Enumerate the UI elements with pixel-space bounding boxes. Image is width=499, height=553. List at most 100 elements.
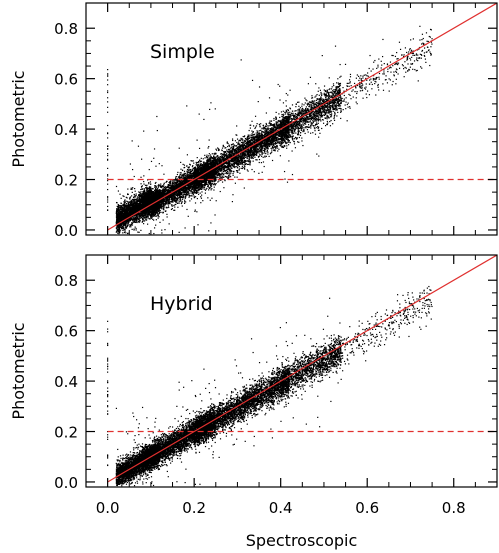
data-point (283, 139, 286, 141)
data-point (122, 195, 124, 197)
data-point (141, 210, 143, 213)
data-point (171, 208, 173, 210)
data-point (269, 120, 271, 122)
data-point (134, 190, 136, 192)
data-point (135, 227, 137, 230)
data-point (248, 151, 250, 153)
data-point (307, 113, 309, 115)
data-point (256, 149, 259, 151)
data-point (413, 54, 416, 56)
data-point (229, 170, 231, 173)
data-point (319, 119, 321, 121)
data-point (163, 199, 166, 201)
data-point (279, 124, 281, 126)
data-point (257, 156, 260, 158)
data-point (328, 91, 330, 94)
data-point (234, 151, 236, 153)
data-point (329, 105, 331, 107)
data-point (243, 141, 245, 143)
data-point (224, 172, 226, 174)
data-point (330, 114, 332, 116)
data-point (143, 223, 145, 225)
data-point (141, 188, 144, 190)
data-point (334, 91, 336, 93)
data-point (356, 91, 358, 93)
data-point (260, 151, 262, 153)
data-point (284, 144, 286, 147)
data-point (336, 99, 338, 101)
data-point (228, 165, 230, 167)
data-point (331, 91, 333, 94)
data-point (190, 184, 192, 186)
data-point (211, 197, 213, 199)
data-point (233, 150, 235, 152)
data-point (144, 192, 146, 194)
data-point (280, 119, 282, 122)
data-point (377, 66, 379, 68)
data-point (204, 184, 207, 186)
data-point (127, 221, 129, 224)
data-point (316, 153, 318, 155)
data-point (192, 160, 194, 162)
data-point (297, 141, 299, 143)
data-point (175, 197, 178, 200)
data-point (264, 132, 266, 134)
data-point (139, 221, 141, 223)
data-point (246, 154, 249, 156)
data-point (388, 67, 391, 69)
data-point (251, 168, 253, 171)
data-point (395, 71, 398, 74)
data-point (303, 128, 305, 131)
data-point (334, 103, 336, 105)
data-point (122, 227, 124, 229)
data-point (305, 127, 307, 129)
data-point (285, 135, 287, 138)
data-point (307, 83, 310, 85)
data-point (421, 33, 424, 35)
data-point (191, 168, 194, 170)
data-point (156, 212, 158, 214)
data-point (289, 114, 292, 116)
data-point (194, 185, 196, 187)
data-point (356, 74, 358, 76)
data-point (120, 207, 122, 209)
data-point (160, 190, 162, 192)
data-point (304, 97, 306, 99)
data-point (332, 95, 334, 97)
data-point (155, 211, 157, 213)
data-point (147, 214, 149, 216)
data-point (293, 122, 295, 125)
data-point (196, 164, 199, 166)
data-point (314, 130, 316, 132)
data-point (403, 76, 405, 78)
data-point (344, 104, 346, 106)
data-point (133, 229, 135, 231)
data-point (331, 93, 333, 95)
data-point (227, 172, 229, 175)
data-point (301, 103, 303, 105)
data-point (119, 222, 122, 225)
data-point (242, 135, 244, 138)
data-point (282, 139, 284, 141)
data-point (327, 106, 329, 108)
data-point (160, 183, 162, 185)
data-point (263, 143, 265, 145)
data-point (254, 115, 257, 117)
data-point (411, 52, 413, 54)
data-point (274, 146, 276, 148)
data-point (377, 64, 379, 66)
data-point (213, 156, 215, 158)
data-point (415, 59, 418, 61)
data-point (183, 192, 185, 194)
data-point (158, 183, 160, 186)
data-point (132, 198, 134, 201)
data-point (265, 155, 267, 157)
data-point (330, 108, 332, 110)
data-point (337, 111, 339, 114)
data-point (258, 146, 260, 148)
data-point (217, 171, 219, 173)
data-point (194, 202, 197, 204)
data-point (235, 145, 237, 147)
data-point (215, 177, 217, 179)
data-point (280, 145, 282, 147)
